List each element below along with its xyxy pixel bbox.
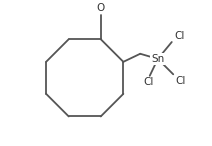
Text: Sn: Sn: [151, 54, 165, 64]
Text: Cl: Cl: [176, 76, 186, 86]
Text: Cl: Cl: [174, 31, 185, 41]
Text: Cl: Cl: [144, 77, 154, 87]
Text: O: O: [97, 3, 105, 13]
